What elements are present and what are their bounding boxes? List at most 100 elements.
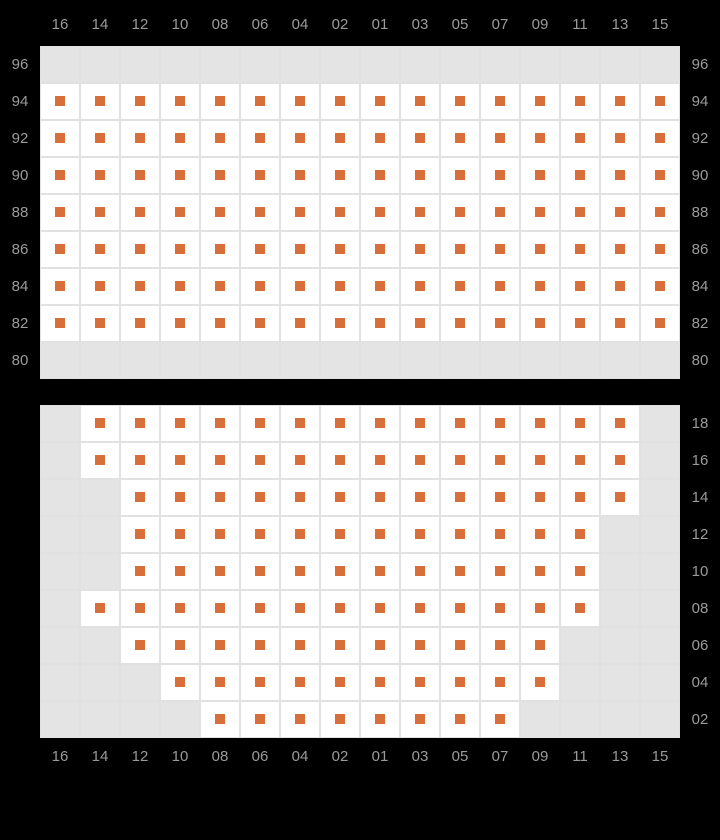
seat-available[interactable]	[320, 627, 360, 664]
seat-available[interactable]	[640, 231, 680, 268]
seat-available[interactable]	[120, 157, 160, 194]
seat-available[interactable]	[360, 231, 400, 268]
seat-available[interactable]	[320, 516, 360, 553]
seat-available[interactable]	[200, 442, 240, 479]
seat-available[interactable]	[400, 516, 440, 553]
seat-available[interactable]	[640, 120, 680, 157]
seat-available[interactable]	[480, 627, 520, 664]
seat-available[interactable]	[480, 268, 520, 305]
seat-available[interactable]	[120, 553, 160, 590]
seat-available[interactable]	[80, 120, 120, 157]
seat-available[interactable]	[320, 479, 360, 516]
seat-available[interactable]	[480, 120, 520, 157]
seat-available[interactable]	[280, 305, 320, 342]
seat-available[interactable]	[80, 194, 120, 231]
seat-available[interactable]	[360, 590, 400, 627]
seat-available[interactable]	[360, 701, 400, 738]
seat-available[interactable]	[320, 231, 360, 268]
seat-available[interactable]	[240, 664, 280, 701]
seat-available[interactable]	[120, 405, 160, 442]
seat-available[interactable]	[200, 516, 240, 553]
seat-available[interactable]	[200, 120, 240, 157]
seat-available[interactable]	[560, 553, 600, 590]
seat-available[interactable]	[440, 516, 480, 553]
seat-available[interactable]	[640, 83, 680, 120]
seat-available[interactable]	[640, 194, 680, 231]
seat-available[interactable]	[280, 553, 320, 590]
seat-available[interactable]	[480, 83, 520, 120]
seat-available[interactable]	[360, 305, 400, 342]
seat-available[interactable]	[80, 590, 120, 627]
seat-available[interactable]	[400, 268, 440, 305]
seat-available[interactable]	[240, 305, 280, 342]
seat-available[interactable]	[440, 405, 480, 442]
seat-available[interactable]	[400, 627, 440, 664]
seat-available[interactable]	[520, 268, 560, 305]
seat-available[interactable]	[440, 194, 480, 231]
seat-available[interactable]	[320, 268, 360, 305]
seat-available[interactable]	[40, 305, 80, 342]
seat-available[interactable]	[560, 405, 600, 442]
seat-available[interactable]	[400, 442, 440, 479]
seat-available[interactable]	[400, 553, 440, 590]
seat-available[interactable]	[240, 83, 280, 120]
seat-available[interactable]	[120, 194, 160, 231]
seat-available[interactable]	[320, 194, 360, 231]
seat-available[interactable]	[280, 194, 320, 231]
seat-available[interactable]	[280, 405, 320, 442]
seat-available[interactable]	[400, 231, 440, 268]
seat-available[interactable]	[400, 664, 440, 701]
seat-available[interactable]	[120, 442, 160, 479]
seat-available[interactable]	[40, 231, 80, 268]
seat-available[interactable]	[480, 157, 520, 194]
seat-available[interactable]	[360, 268, 400, 305]
seat-available[interactable]	[240, 479, 280, 516]
seat-available[interactable]	[400, 590, 440, 627]
seat-available[interactable]	[520, 553, 560, 590]
seat-available[interactable]	[560, 516, 600, 553]
seat-available[interactable]	[240, 701, 280, 738]
seat-available[interactable]	[360, 553, 400, 590]
seat-available[interactable]	[520, 83, 560, 120]
seat-available[interactable]	[440, 305, 480, 342]
seat-available[interactable]	[640, 305, 680, 342]
seat-available[interactable]	[160, 479, 200, 516]
seat-available[interactable]	[480, 194, 520, 231]
seat-available[interactable]	[200, 157, 240, 194]
seat-available[interactable]	[280, 157, 320, 194]
seat-available[interactable]	[520, 664, 560, 701]
seat-available[interactable]	[120, 590, 160, 627]
seat-available[interactable]	[80, 231, 120, 268]
seat-available[interactable]	[320, 701, 360, 738]
seat-available[interactable]	[160, 305, 200, 342]
seat-available[interactable]	[520, 442, 560, 479]
seat-available[interactable]	[40, 120, 80, 157]
seat-available[interactable]	[280, 516, 320, 553]
seat-available[interactable]	[400, 157, 440, 194]
seat-available[interactable]	[280, 627, 320, 664]
seat-available[interactable]	[440, 590, 480, 627]
seat-available[interactable]	[480, 442, 520, 479]
seat-available[interactable]	[240, 516, 280, 553]
seat-available[interactable]	[560, 194, 600, 231]
seat-available[interactable]	[560, 83, 600, 120]
seat-available[interactable]	[320, 405, 360, 442]
seat-available[interactable]	[360, 479, 400, 516]
seat-available[interactable]	[480, 701, 520, 738]
seat-available[interactable]	[360, 120, 400, 157]
seat-available[interactable]	[280, 120, 320, 157]
seat-available[interactable]	[600, 231, 640, 268]
seat-available[interactable]	[280, 664, 320, 701]
seat-available[interactable]	[440, 553, 480, 590]
seat-available[interactable]	[440, 231, 480, 268]
seat-available[interactable]	[120, 120, 160, 157]
seat-available[interactable]	[240, 442, 280, 479]
seat-available[interactable]	[600, 442, 640, 479]
seat-available[interactable]	[400, 479, 440, 516]
seat-available[interactable]	[480, 590, 520, 627]
seat-available[interactable]	[80, 305, 120, 342]
seat-available[interactable]	[560, 268, 600, 305]
seat-available[interactable]	[240, 627, 280, 664]
seat-available[interactable]	[320, 442, 360, 479]
seat-available[interactable]	[240, 405, 280, 442]
